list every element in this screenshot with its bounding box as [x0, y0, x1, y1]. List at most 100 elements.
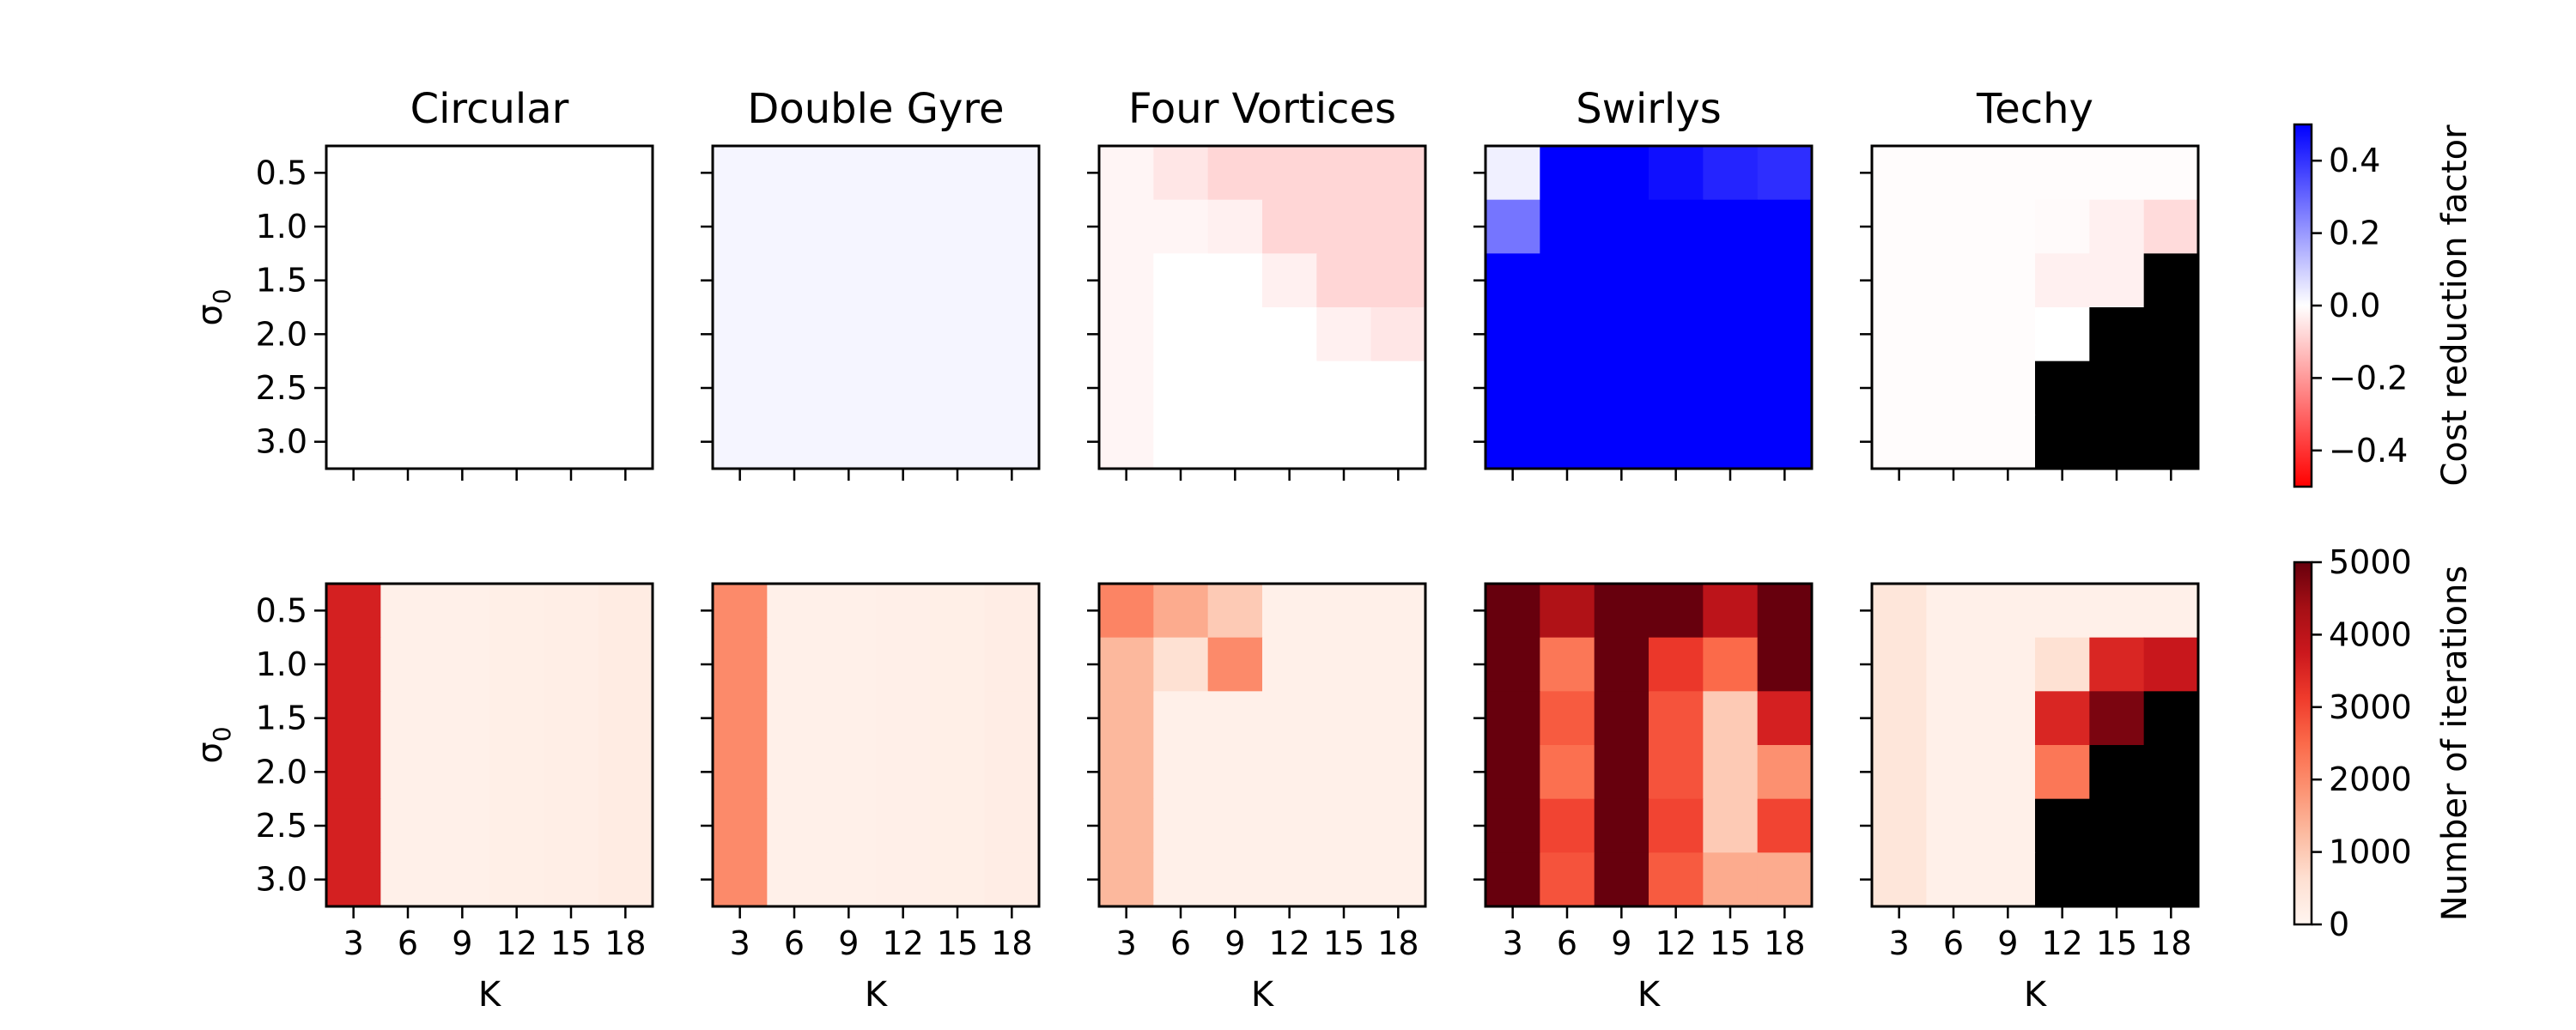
- heatmap-cell: [1370, 691, 1426, 746]
- heatmap-cell: [713, 745, 768, 800]
- heatmap-cell: [1540, 637, 1595, 692]
- heatmap-cell: [2089, 584, 2145, 639]
- heatmap-cell: [544, 253, 599, 308]
- heatmap-cell: [1872, 798, 1927, 853]
- panel-frame: [1097, 582, 1427, 908]
- heatmap-cell: [767, 691, 823, 746]
- heatmap-cell: [1703, 852, 1759, 907]
- heatmap-cell: [489, 798, 544, 853]
- heatmap-cell: [1485, 637, 1540, 692]
- x-tick-label: 6: [1943, 924, 1964, 962]
- x-tick-label: 9: [452, 924, 472, 962]
- heatmap-cell: [380, 637, 436, 692]
- x-tick-label: 18: [1764, 924, 1805, 962]
- heatmap-cell: [1370, 584, 1426, 639]
- heatmap-cell: [821, 745, 877, 800]
- heatmap-cell: [1540, 199, 1595, 254]
- heatmap-cell: [1540, 745, 1595, 800]
- heatmap-cell: [1594, 307, 1649, 362]
- heatmap-cell: [767, 415, 823, 470]
- heatmap-cell: [1594, 852, 1649, 907]
- heatmap-cell: [489, 360, 544, 415]
- heatmap-cell: [598, 798, 653, 853]
- heatmap-cell: [1594, 691, 1649, 746]
- heatmap-cell: [1703, 253, 1759, 308]
- heatmap-cell: [713, 584, 768, 639]
- heatmap-cell: [984, 307, 1040, 362]
- heatmap-cell: [1594, 253, 1649, 308]
- heatmap-cell: [1485, 360, 1540, 415]
- heatmap-cell: [821, 415, 877, 470]
- heatmap-cell: [930, 307, 986, 362]
- heatmap-cell: [984, 360, 1040, 415]
- heatmap-panels: 0.5 1.0 1.5 2.0 2.5 3.0 Circular σ0 0.5 1.0 1.5 2.0…: [191, 85, 2200, 1015]
- heatmap-cell: [1316, 798, 1372, 853]
- x-tick-label: 15: [550, 924, 592, 962]
- x-tick-label: 3: [1889, 924, 1910, 962]
- heatmap-cell: [544, 745, 599, 800]
- heatmap-cell: [1370, 415, 1426, 470]
- heatmap-cell: [2089, 691, 2145, 746]
- heatmap-cell: [1703, 798, 1759, 853]
- heatmap-cell: [984, 852, 1040, 907]
- panel-swirlys-cost: Swirlys: [1473, 85, 1814, 481]
- heatmap-cell: [984, 637, 1040, 692]
- panel-title: Circular: [410, 85, 569, 133]
- heatmap-cell: [1540, 798, 1595, 853]
- heatmap-cell: [2143, 691, 2199, 746]
- heatmap-cell: [984, 798, 1040, 853]
- y-tick-label: 2.5: [256, 369, 307, 407]
- heatmap-cell: [1872, 584, 1927, 639]
- heatmap-cell: [380, 852, 436, 907]
- heatmap-cell: [1926, 307, 1982, 362]
- heatmap-cell: [1207, 199, 1263, 254]
- heatmap-cell: [1099, 798, 1154, 853]
- heatmap-cell: [1757, 199, 1813, 254]
- heatmap-cell: [1485, 307, 1540, 362]
- heatmap-cell: [1872, 745, 1927, 800]
- heatmap-cell: [1872, 253, 1927, 308]
- heatmap-cell: [1872, 146, 1927, 201]
- heatmap-cell: [1207, 798, 1263, 853]
- x-tick-label: 12: [1268, 924, 1309, 962]
- heatmap-cell: [434, 691, 490, 746]
- heatmap-cell: [1370, 199, 1426, 254]
- heatmap-cell: [1980, 852, 2036, 907]
- heatmap-cell: [1926, 199, 1982, 254]
- y-tick-label: 2.0: [256, 753, 307, 791]
- heatmap-cell: [1703, 637, 1759, 692]
- heatmap-cell: [2089, 798, 2145, 853]
- heatmap-cell: [984, 199, 1040, 254]
- heatmap-cell: [2089, 415, 2145, 470]
- heatmap-cell: [598, 146, 653, 201]
- heatmap-cell: [598, 253, 653, 308]
- heatmap-cell: [1099, 745, 1154, 800]
- heatmap-cell: [767, 307, 823, 362]
- heatmap-cell: [1207, 745, 1263, 800]
- heatmap-cell: [1926, 146, 1982, 201]
- heatmap-cell: [930, 253, 986, 308]
- heatmap-cell: [1485, 253, 1540, 308]
- heatmap-cell: [930, 798, 986, 853]
- heatmap-cell: [930, 691, 986, 746]
- heatmap-cell: [821, 253, 877, 308]
- heatmap-cell: [2035, 637, 2090, 692]
- heatmap-cell: [1872, 199, 1927, 254]
- heatmap-cell: [489, 637, 544, 692]
- x-axis-label: K: [478, 975, 502, 1015]
- heatmap-cell: [1703, 415, 1759, 470]
- heatmap-cell: [544, 584, 599, 639]
- heatmap-cell: [1153, 199, 1209, 254]
- heatmap-cell: [380, 691, 436, 746]
- heatmap-cell: [1703, 307, 1759, 362]
- heatmap-cell: [1540, 307, 1595, 362]
- x-tick-label: 18: [991, 924, 1032, 962]
- colorbar-tick-label: 0.4: [2329, 142, 2380, 179]
- heatmap-cell: [1207, 852, 1263, 907]
- x-tick-label: 9: [1224, 924, 1245, 962]
- heatmap-cell: [1207, 637, 1263, 692]
- heatmap-cell: [1757, 307, 1813, 362]
- heatmap-cell: [767, 637, 823, 692]
- heatmap-cell: [930, 199, 986, 254]
- panel-frame: [1870, 144, 2200, 470]
